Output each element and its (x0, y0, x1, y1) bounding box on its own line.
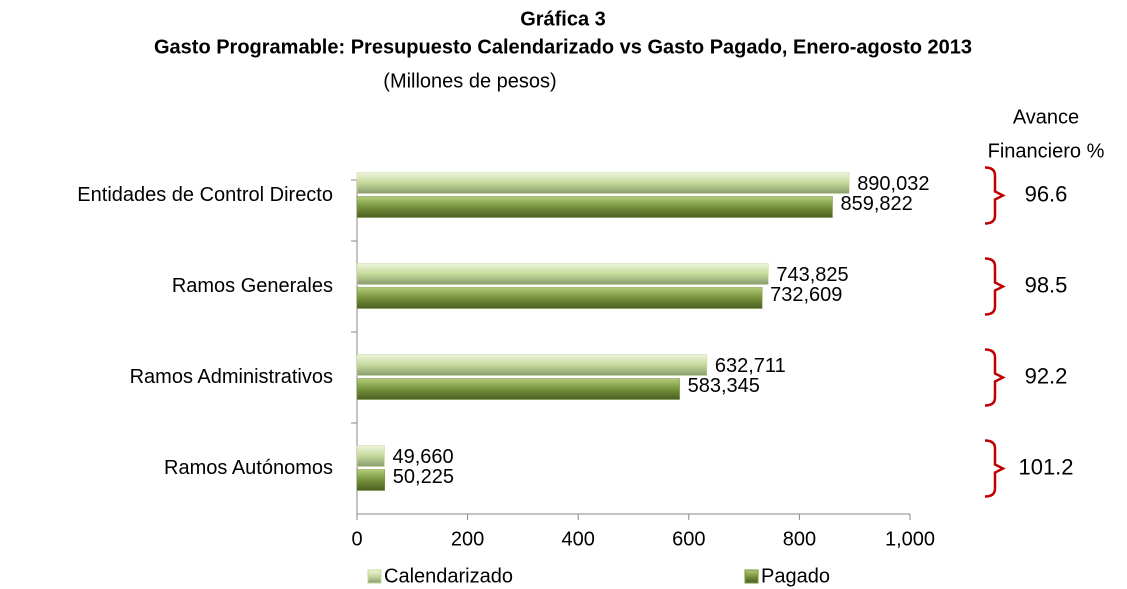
data-label: 50,225 (393, 466, 454, 488)
avance-value: 92.2 (1025, 363, 1068, 388)
bracket (984, 166, 1006, 225)
x-tick-label: 1,000 (885, 528, 935, 550)
bracket (984, 439, 1006, 498)
bar (356, 378, 680, 400)
bar (356, 263, 769, 285)
avance-value: 101.2 (1018, 454, 1073, 479)
data-label: 632,711 (715, 355, 786, 377)
category-label: Ramos Administrativos (130, 366, 333, 388)
chart-subtitle: Gasto Programable: Presupuesto Calendari… (154, 36, 972, 58)
data-label: 49,660 (392, 446, 453, 468)
x-tick-label: 0 (351, 528, 362, 550)
x-tick-label: 600 (672, 528, 705, 550)
legend-label: Calendarizado (384, 565, 513, 587)
avance-value: 96.6 (1025, 181, 1068, 206)
legend-label: Pagado (761, 565, 830, 587)
bar (356, 196, 833, 218)
bar (356, 354, 708, 376)
data-label: 890,032 (857, 173, 929, 195)
x-tick-label: 400 (562, 528, 595, 550)
chart-title: Gráfica 3 (520, 8, 606, 30)
category-label: Entidades de Control Directo (77, 184, 333, 206)
legend-swatch (367, 569, 382, 584)
data-label: 743,825 (776, 264, 848, 286)
category-label: Ramos Autónomos (164, 457, 333, 479)
bar (356, 172, 850, 194)
bracket (984, 348, 1006, 407)
unit-label: (Millones de pesos) (383, 70, 556, 92)
bracket (984, 257, 1006, 316)
bar (356, 469, 386, 491)
legend-swatch (744, 569, 759, 584)
x-tick-label: 200 (451, 528, 484, 550)
data-label: 732,609 (770, 284, 842, 306)
data-label: 583,345 (688, 375, 760, 397)
avance-value: 98.5 (1025, 272, 1068, 297)
bar (356, 287, 763, 309)
avance-title: Avance (1013, 106, 1079, 128)
data-label: 859,822 (840, 193, 912, 215)
category-label: Ramos Generales (172, 275, 333, 297)
x-tick-label: 800 (783, 528, 816, 550)
avance-title: Financiero % (988, 140, 1105, 162)
bar (356, 445, 385, 467)
